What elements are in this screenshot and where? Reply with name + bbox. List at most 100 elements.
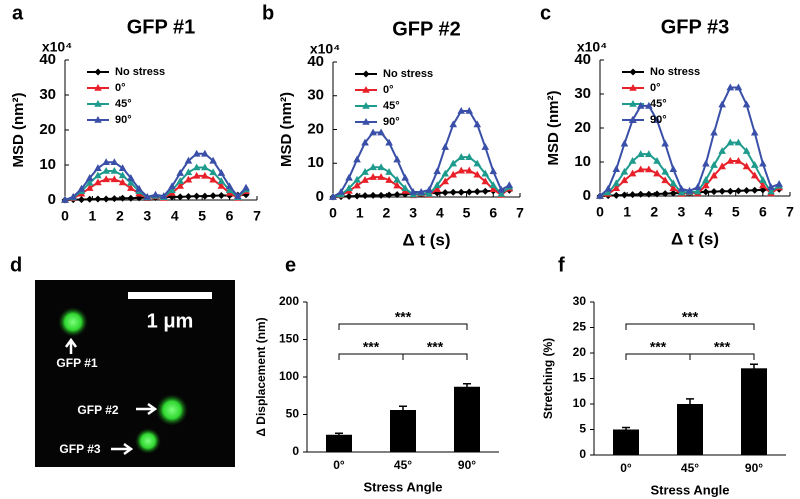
legend-label: 0° — [115, 82, 126, 94]
significance-label: *** — [427, 339, 444, 355]
data-point — [377, 173, 385, 180]
data-point — [742, 162, 751, 170]
legend-label: 45° — [650, 98, 667, 110]
x-tick-label: 2 — [116, 208, 124, 224]
data-point — [742, 100, 751, 108]
data-point — [135, 184, 143, 192]
y-tick-label: 0 — [316, 188, 324, 205]
panel-label: a — [12, 2, 24, 24]
data-point — [361, 176, 369, 183]
axis-multiplier: x10⁴ — [310, 41, 340, 57]
data-point — [425, 189, 433, 197]
data-point — [759, 181, 767, 189]
legend-marker — [629, 84, 637, 91]
legend-label: No stress — [115, 66, 165, 78]
x-tick-label: 0 — [596, 204, 604, 220]
y-axis-label: MSD (nm²) — [545, 91, 562, 166]
x-tick-label: 45° — [394, 458, 412, 472]
data-point — [767, 187, 775, 195]
data-point — [143, 192, 152, 200]
data-point — [465, 188, 473, 196]
arrow — [111, 442, 134, 456]
data-point — [417, 187, 425, 195]
data-point — [661, 176, 669, 184]
chart-title: GFP #1 — [127, 16, 196, 38]
data-point — [361, 192, 369, 200]
spot-label: GFP #1 — [56, 356, 97, 370]
data-point — [110, 195, 118, 203]
bar — [326, 434, 352, 452]
x-tick-label: 3 — [409, 205, 417, 221]
significance-bracket — [338, 323, 468, 330]
data-point — [369, 128, 377, 136]
y-tick-label: 10 — [39, 156, 56, 173]
data-point — [693, 187, 702, 195]
x-tick-label: 3 — [143, 208, 151, 224]
x-tick-label: 1 — [623, 204, 631, 220]
y-tick-label: 30 — [39, 86, 56, 103]
data-point — [702, 188, 710, 196]
bar — [390, 410, 416, 452]
data-point — [734, 156, 743, 164]
data-point — [489, 167, 498, 175]
data-point — [457, 153, 466, 160]
data-point — [604, 188, 612, 196]
data-point — [661, 139, 669, 147]
bar — [741, 368, 767, 455]
data-point — [441, 189, 449, 197]
y-tick-label: 5 — [579, 422, 586, 436]
x-tick-label: 0° — [333, 458, 345, 472]
data-point — [201, 192, 209, 200]
data-point — [118, 171, 127, 179]
data-point — [653, 116, 661, 123]
data-point — [767, 183, 775, 190]
data-point — [775, 180, 783, 187]
data-point — [168, 182, 176, 190]
y-tick-label: 200 — [279, 294, 299, 308]
scale-bar — [128, 292, 212, 299]
data-point — [702, 176, 710, 183]
x-tick-label: 5 — [732, 204, 740, 220]
data-point — [353, 181, 361, 189]
data-point — [385, 191, 393, 199]
data-point — [734, 83, 743, 91]
data-point — [118, 164, 127, 171]
legend-marker — [362, 118, 370, 125]
data-point — [393, 155, 401, 163]
data-point — [718, 100, 726, 108]
legend-marker — [94, 116, 102, 123]
y-tick-label: 10 — [574, 153, 591, 170]
y-tick-label: 20 — [573, 345, 587, 359]
legend-label: No stress — [383, 68, 433, 80]
legend-marker — [629, 68, 637, 76]
data-point — [77, 196, 85, 204]
legend-marker — [94, 68, 102, 76]
data-point — [734, 187, 742, 195]
chart-panel: c GFP #3 x10⁴ MSD (nm²) Δ t (s) 0 10 20 30 40 0 1 2 3… — [540, 2, 794, 248]
significance-bracket — [625, 323, 755, 330]
data-point — [184, 193, 192, 200]
data-point — [449, 188, 457, 196]
bar — [454, 386, 480, 452]
data-point — [693, 183, 702, 190]
panel-label: f — [558, 254, 565, 276]
data-point — [94, 195, 102, 203]
legend-marker — [94, 84, 102, 91]
y-tick-label: 0 — [292, 444, 299, 458]
data-point — [750, 161, 759, 168]
axis-line — [306, 302, 499, 453]
legend-marker — [362, 70, 370, 78]
data-point — [69, 192, 78, 200]
data-point — [751, 186, 759, 194]
data-point — [645, 101, 653, 109]
data-point — [457, 188, 465, 196]
data-point — [345, 184, 353, 192]
data-point — [497, 189, 506, 197]
chart-panel: e Δ Displacement (nm) Stress Angle 0 50 100 15… — [254, 254, 499, 494]
spot-label: GFP #3 — [59, 442, 100, 456]
x-axis-label: Δ t (s) — [671, 229, 719, 248]
data-point — [620, 167, 629, 175]
x-tick-label: 6 — [489, 205, 497, 221]
data-point — [449, 170, 458, 178]
y-tick-label: 40 — [307, 53, 324, 70]
